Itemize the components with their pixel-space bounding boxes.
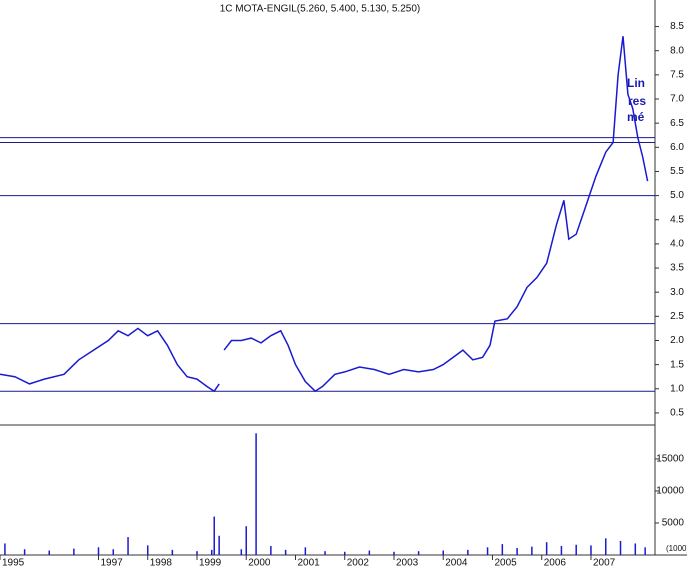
y-tick-label: 4.5 [670,214,684,225]
volume-bar [213,516,215,555]
y-tick-label: 5.0 [670,190,684,201]
x-tick-label: 2000 [248,558,271,569]
volume-bar [467,549,469,555]
volume-bar [97,547,100,555]
x-tick-label: 1999 [199,558,222,569]
volume-bar [575,544,577,555]
volume-bar [644,547,646,555]
volume-bar [634,543,637,555]
volume-bar [146,545,149,555]
volume-bar [171,549,174,555]
y-tick-label: 2.0 [670,335,684,346]
volume-bar [324,551,326,555]
y-tick-label: 3.0 [670,287,684,298]
x-tick-label: 2005 [494,558,517,569]
annotation: Lin [627,76,645,90]
y-tick-label: 7.5 [670,69,684,80]
volume-bar [605,538,607,555]
volume-bar [486,547,489,555]
volume-bar [211,549,213,555]
volume-bar [417,551,420,555]
volume-bar [560,546,563,555]
volume-bar [501,544,504,555]
volume-bar [255,433,257,555]
x-tick-label: 1995 [2,558,25,569]
x-tick-label: 2002 [347,558,370,569]
y-tick-label: 6.5 [670,118,684,129]
volume-bar [4,543,6,555]
annotation: res [628,94,646,108]
x-tick-label: 2003 [396,558,419,569]
x-tick-label: 2007 [593,558,616,569]
volume-bar [516,547,518,555]
volume-bar [112,549,115,555]
y-tick-label: 10000 [656,486,684,497]
x-tick-label: 2004 [445,558,468,569]
volume-bar [240,549,243,555]
volume-bar [218,535,220,555]
x-tick-label: 1998 [150,558,173,569]
volume-bar [619,540,622,555]
volume-bar [545,542,548,555]
y-tick-label: 5000 [662,518,685,529]
annotation: mé [627,110,645,124]
y-tick-label: 7.0 [670,94,684,105]
volume-bar [442,550,444,555]
y-tick-label: 3.5 [670,263,684,274]
y-tick-label: 5.5 [670,166,684,177]
volume-bar [127,537,129,555]
volume-bar [590,545,592,555]
volume-bar [393,551,395,555]
y-tick-label: 4.0 [670,239,684,250]
volume-bar [23,549,26,555]
y-tick-label: 8.5 [670,21,684,32]
volume-unit: (1000) [666,544,687,553]
y-tick-label: 15000 [656,454,684,465]
y-tick-label: 6.0 [670,142,684,153]
y-tick-label: 0.5 [670,408,684,419]
x-tick-label: 2006 [544,558,567,569]
x-tick-label: 2001 [297,558,320,569]
volume-bar [284,549,287,555]
volume-bar [48,550,50,555]
volume-bar [196,551,198,555]
volume-bar [368,550,371,555]
volume-bar [270,546,272,555]
volume-bar [343,551,346,555]
y-tick-label: 1.0 [670,383,684,394]
price-line [0,36,649,393]
y-tick-label: 2.5 [670,311,684,322]
volume-bar [304,547,307,555]
y-tick-label: 8.0 [670,45,684,56]
volume-bar [73,548,75,555]
volume-bar [245,526,247,555]
chart-title: 1C MOTA-ENGIL(5.260, 5.400, 5.130, 5.250… [220,4,420,15]
y-tick-label: 1.5 [670,359,684,370]
volume-bar [531,546,533,555]
x-tick-label: 1997 [100,558,123,569]
